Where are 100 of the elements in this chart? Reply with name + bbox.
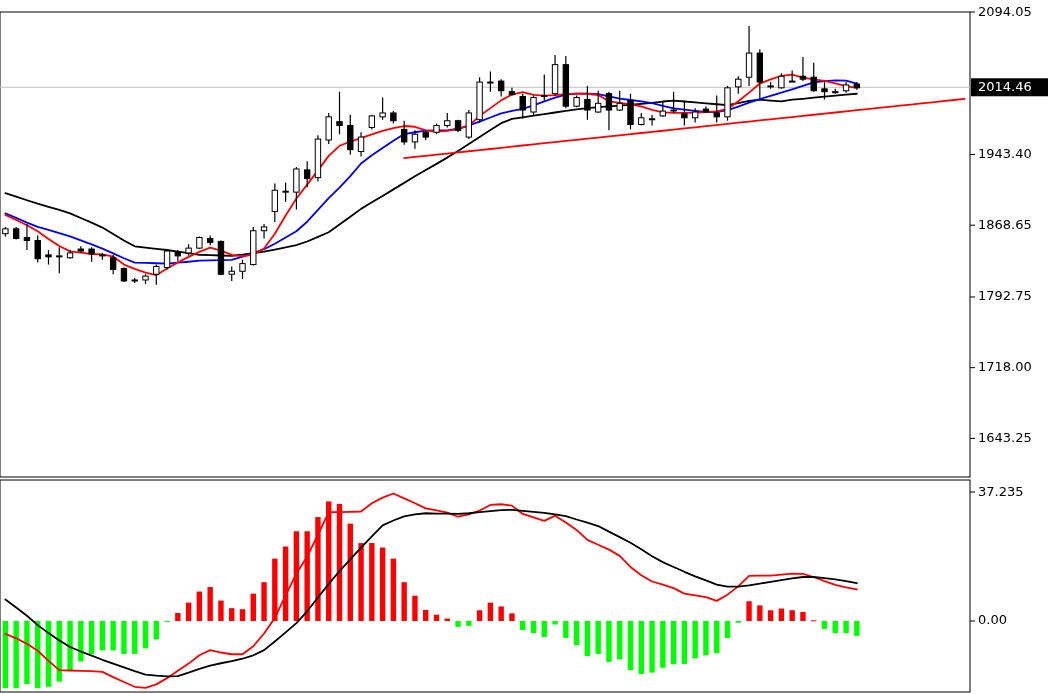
bar: [315, 517, 321, 621]
bar: [110, 620, 116, 651]
bar: [649, 620, 655, 673]
y-tick-label: 1943.40: [978, 145, 1032, 161]
bar: [401, 582, 407, 621]
bar: [412, 595, 418, 621]
bar: [239, 609, 246, 621]
bar: [250, 593, 256, 621]
bar: [261, 582, 267, 621]
y-tick-label: 1868.65: [978, 216, 1032, 232]
bar: [617, 620, 623, 660]
bar: [552, 620, 558, 625]
bar: [13, 620, 19, 689]
bar: [218, 600, 224, 621]
candlestick: [648, 114, 656, 127]
y-tick-label: 0.00: [978, 612, 1007, 628]
bar: [584, 620, 591, 656]
bar: [606, 620, 612, 662]
candlestick: [681, 99, 688, 127]
bar: [509, 613, 515, 621]
bar: [99, 620, 106, 651]
bar: [767, 610, 774, 621]
bar: [347, 523, 353, 621]
bar: [476, 610, 483, 621]
bar: [778, 608, 785, 621]
bar: [358, 543, 364, 621]
candlestick: [23, 223, 31, 251]
bar: [595, 620, 601, 654]
bar: [714, 620, 720, 654]
candlestick: [487, 70, 494, 93]
bar: [498, 606, 504, 621]
bar: [466, 620, 472, 626]
bar: [153, 620, 159, 640]
candlestick: [239, 259, 246, 280]
bar: [854, 620, 860, 636]
candlestick: [411, 129, 419, 150]
bar: [185, 602, 192, 621]
candlestick: [282, 181, 289, 203]
bar: [207, 587, 213, 621]
bar: [24, 620, 30, 685]
line-series: [403, 97, 966, 159]
bar: [369, 543, 375, 621]
bar: [681, 620, 688, 664]
bar: [196, 591, 203, 621]
y-tick-label: 1718.00: [978, 359, 1032, 375]
bar: [573, 620, 580, 646]
bar: [724, 620, 731, 638]
bar: [175, 613, 181, 621]
bar: [229, 608, 235, 621]
bar: [703, 620, 709, 656]
bar: [142, 620, 149, 649]
candlestick: [56, 246, 63, 274]
candlestick: [34, 234, 41, 264]
candlestick: [325, 112, 332, 145]
bar: [541, 620, 547, 637]
bar: [455, 620, 461, 627]
candlestick: [153, 263, 160, 286]
bar: [660, 620, 666, 668]
candlestick: [303, 160, 311, 188]
candlestick: [400, 120, 408, 146]
y-tick-label: 1792.75: [978, 288, 1032, 304]
bar: [800, 611, 806, 621]
bar: [789, 610, 795, 621]
bar: [692, 620, 698, 659]
candlestick: [293, 166, 300, 211]
bar: [821, 620, 828, 629]
candlestick: [357, 131, 365, 157]
bar: [638, 620, 644, 674]
bar: [272, 558, 278, 621]
bar: [423, 609, 429, 621]
candlestick: [109, 254, 117, 275]
bar: [832, 620, 838, 634]
bar: [88, 620, 95, 655]
bar: [121, 620, 127, 654]
bar: [304, 531, 310, 621]
bar: [487, 602, 494, 621]
candlestick: [271, 182, 279, 223]
candlestick: [810, 62, 817, 93]
bar: [746, 601, 752, 621]
bar: [520, 620, 526, 630]
bar: [563, 620, 569, 638]
y-tick-label: 2094.05: [978, 3, 1032, 19]
bar: [379, 547, 386, 621]
bar: [390, 558, 397, 621]
bar: [530, 620, 537, 634]
candlestick: [799, 56, 807, 82]
bar: [2, 620, 9, 689]
y-tick-label: 1643.25: [978, 429, 1032, 445]
bar: [843, 620, 849, 634]
y-tick-label: 37.235: [978, 483, 1024, 499]
bar: [78, 620, 84, 662]
bar: [627, 620, 634, 671]
ref-line-label: 2014.46: [978, 78, 1032, 94]
candlestick: [541, 73, 548, 101]
candlestick: [260, 223, 268, 240]
candlestick: [336, 91, 343, 135]
candlestick: [379, 96, 386, 121]
bar: [757, 605, 763, 621]
bar: [67, 620, 73, 671]
bar: [132, 620, 138, 654]
